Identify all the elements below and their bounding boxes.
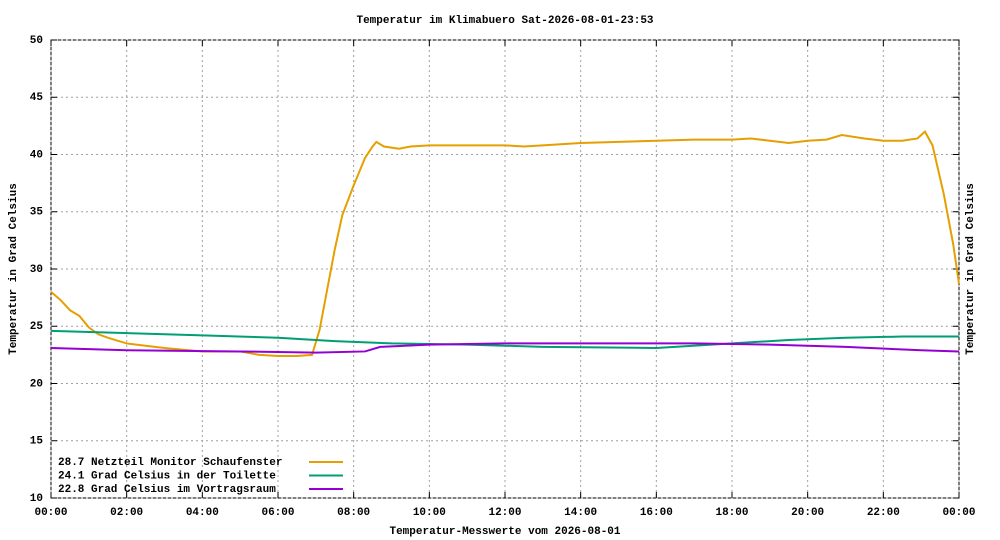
series-line [50, 342, 960, 354]
y-tick-label: 40 [30, 149, 43, 161]
y-tick-label: 30 [30, 264, 43, 276]
y-tick-label: 45 [30, 92, 44, 104]
x-tick-label: 02:00 [110, 507, 143, 519]
x-axis-label: Temperatur-Messwerte vom 2026-08-01 [389, 526, 620, 538]
y-tick-label: 15 [30, 436, 44, 448]
x-tick-label: 06:00 [261, 507, 294, 519]
x-tick-label: 16:00 [640, 507, 673, 519]
legend-label: 28.7 Netzteil Monitor Schaufenster [58, 457, 282, 469]
legend-label: 22.8 Grad Celsius im Vortragsraum [58, 484, 276, 496]
chart-title: Temperatur im Klimabuero Sat-2026-08-01-… [356, 15, 653, 27]
y-tick-label: 25 [30, 321, 44, 333]
x-tick-label: 08:00 [337, 507, 370, 519]
series-line [50, 329, 959, 350]
x-tick-label: 00:00 [34, 507, 67, 519]
y2-axis-label: Temperatur in Grad Celsius [965, 183, 977, 355]
x-tick-label: 22:00 [867, 507, 900, 519]
series-line [50, 130, 960, 358]
y-tick-label: 10 [30, 493, 43, 505]
x-tick-label: 00:00 [942, 507, 975, 519]
y-tick-label: 20 [30, 378, 43, 390]
y-axis-label: Temperatur in Grad Celsius [8, 183, 20, 355]
x-tick-label: 18:00 [715, 507, 748, 519]
y-tick-label: 50 [30, 35, 43, 47]
x-tick-label: 04:00 [186, 507, 219, 519]
x-tick-label: 12:00 [488, 507, 521, 519]
x-tick-label: 14:00 [564, 507, 597, 519]
x-tick-label: 20:00 [791, 507, 824, 519]
y-tick-label: 35 [30, 207, 44, 219]
x-tick-label: 10:00 [413, 507, 446, 519]
legend-label: 24.1 Grad Celsius in der Toilette [58, 470, 276, 482]
